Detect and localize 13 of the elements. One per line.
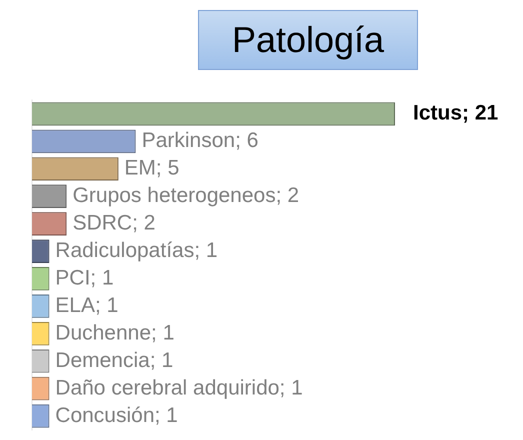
chart-title: Patología: [198, 10, 418, 70]
data-label: Daño cerebral adquirido; 1: [55, 376, 303, 400]
data-label: SDRC; 2: [72, 212, 156, 235]
data-label: ELA; 1: [55, 294, 118, 317]
data-label: PCI; 1: [55, 266, 114, 290]
data-label: Duchenne; 1: [55, 321, 174, 344]
data-label: Parkinson; 6: [142, 129, 258, 152]
data-label: EM; 5: [124, 156, 180, 180]
data-label: Concusión; 1: [55, 404, 178, 427]
data-label: Grupos heterogeneos; 2: [72, 184, 300, 208]
data-label: Demencia; 1: [55, 348, 174, 372]
data-label: Ictus; 21: [413, 102, 499, 125]
data-label: Radiculopatías; 1: [55, 239, 218, 262]
